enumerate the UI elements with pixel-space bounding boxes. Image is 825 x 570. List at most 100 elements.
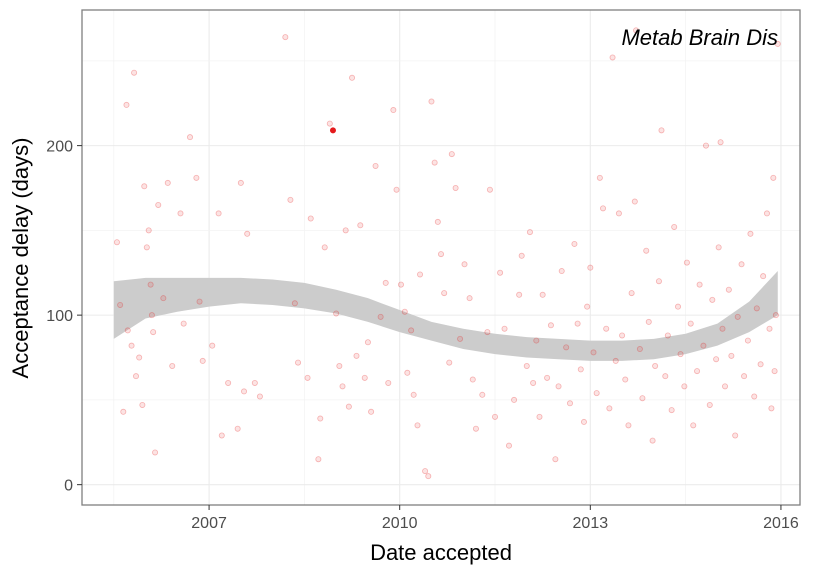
data-point (123, 101, 130, 108)
data-point (372, 162, 379, 169)
data-point (717, 139, 724, 146)
data-point (452, 184, 459, 191)
data-point (751, 393, 758, 400)
data-point (668, 407, 675, 414)
data-point (772, 312, 779, 319)
data-point (128, 342, 135, 349)
data-point (671, 223, 678, 230)
data-point (658, 127, 665, 134)
panel-label: Metab Brain Dis (621, 25, 778, 50)
axis-layer: 2007 2010 2013 2016 0 100 200 (46, 139, 799, 532)
data-point (734, 313, 741, 320)
data-point (139, 401, 146, 408)
data-point (600, 205, 607, 212)
data-point (713, 356, 720, 363)
data-point (609, 54, 616, 61)
data-point (580, 418, 587, 425)
data-point (390, 107, 397, 114)
data-point (136, 354, 143, 361)
data-point (148, 312, 155, 319)
data-point (225, 379, 232, 386)
data-point (431, 159, 438, 166)
x-tick-label: 2010 (382, 515, 418, 532)
data-point (577, 366, 584, 373)
data-point (702, 142, 709, 149)
data-point (113, 239, 120, 246)
x-tick-label: 2007 (191, 515, 227, 532)
data-point (315, 456, 322, 463)
data-point (160, 295, 167, 302)
data-point (133, 373, 140, 380)
data-point (722, 383, 729, 390)
data-point (333, 310, 340, 317)
data-point (441, 290, 448, 297)
points-layer (113, 27, 781, 480)
data-point (397, 281, 404, 288)
data-point (753, 305, 760, 312)
data-point (649, 437, 656, 444)
data-point (241, 388, 248, 395)
data-point (414, 422, 421, 429)
data-point (533, 337, 540, 344)
data-point (501, 325, 508, 332)
data-point (187, 134, 194, 141)
data-point (282, 34, 289, 41)
data-point (687, 320, 694, 327)
data-point (472, 425, 479, 432)
data-point (361, 374, 368, 381)
data-point (558, 268, 565, 275)
data-point (152, 449, 159, 456)
data-point (606, 405, 613, 412)
y-tick-label: 100 (46, 308, 73, 325)
data-point (353, 352, 360, 359)
data-point (655, 278, 662, 285)
data-point (547, 322, 554, 329)
data-point (628, 290, 635, 297)
data-point (566, 400, 573, 407)
data-point (147, 281, 154, 288)
data-point (622, 376, 629, 383)
data-point (593, 390, 600, 397)
data-point (408, 327, 415, 334)
data-point (681, 383, 688, 390)
data-point (741, 373, 748, 380)
data-point (377, 313, 384, 320)
smooth-ribbon-layer (113, 271, 778, 361)
x-tick-label: 2013 (573, 515, 609, 532)
data-point (555, 383, 562, 390)
data-point (536, 413, 543, 420)
data-point (768, 405, 775, 412)
data-point (345, 403, 352, 410)
data-point (256, 393, 263, 400)
data-point (636, 346, 643, 353)
highlight-point (329, 127, 336, 134)
data-point (164, 179, 171, 186)
data-point (448, 151, 455, 158)
data-point (631, 198, 638, 205)
data-point (539, 291, 546, 298)
data-point (446, 359, 453, 366)
data-point (516, 291, 523, 298)
data-point (563, 344, 570, 351)
confidence-ribbon (113, 271, 778, 361)
data-point (760, 273, 767, 280)
y-axis-title: Acceptance delay (days) (8, 138, 33, 379)
data-point (719, 325, 726, 332)
data-point (694, 368, 701, 375)
data-point (143, 244, 150, 251)
data-point (393, 186, 400, 193)
x-tick-label: 2016 (763, 515, 799, 532)
data-point (434, 218, 441, 225)
data-point (770, 174, 777, 181)
data-point (199, 357, 206, 364)
data-point (336, 362, 343, 369)
data-point (696, 281, 703, 288)
data-point (428, 98, 435, 105)
data-point (307, 215, 314, 222)
data-point (639, 395, 646, 402)
data-point (484, 329, 491, 336)
data-point (385, 379, 392, 386)
data-point (425, 473, 432, 480)
data-point (295, 359, 302, 366)
data-point (155, 201, 162, 208)
